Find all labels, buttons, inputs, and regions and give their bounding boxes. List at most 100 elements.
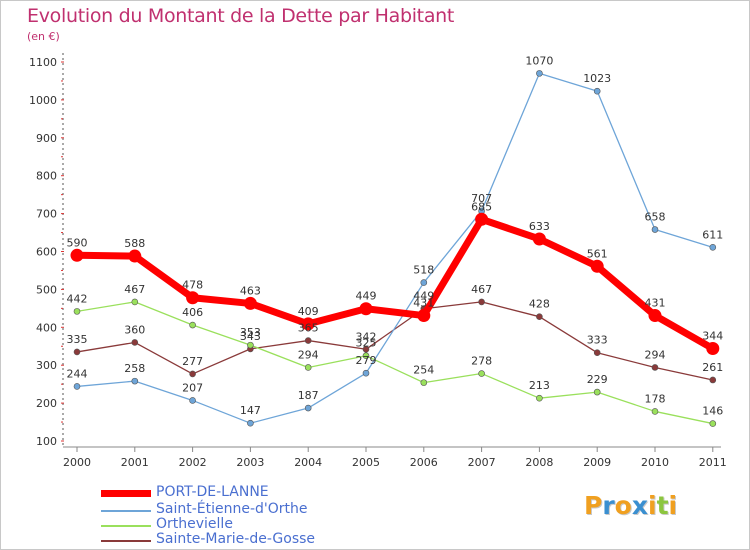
y-tick-label: 300 <box>36 359 57 372</box>
data-label: 294 <box>645 348 666 361</box>
data-label: 561 <box>587 247 608 260</box>
data-label: 1023 <box>583 72 611 85</box>
data-point <box>359 302 373 316</box>
data-point <box>420 379 428 386</box>
y-tick-label: 1000 <box>29 94 57 107</box>
chart-unit-label: (en €) <box>27 30 60 43</box>
legend-label-port-de-lanne: PORT-DE-LANNE <box>156 484 269 500</box>
logo-letter: i <box>668 491 678 520</box>
x-tick-label: 2009 <box>583 456 611 469</box>
data-point <box>593 349 601 356</box>
data-label: 353 <box>240 326 261 339</box>
data-point <box>73 348 81 356</box>
data-label: 213 <box>529 379 550 392</box>
data-point <box>304 404 312 412</box>
data-point <box>304 364 312 371</box>
data-point <box>532 232 546 246</box>
data-point <box>420 279 428 286</box>
y-tick-label: 800 <box>36 170 57 183</box>
data-label: 658 <box>645 211 666 224</box>
data-label: 518 <box>413 264 434 277</box>
series-line-saint-etienne-d-orthe <box>76 72 714 424</box>
data-label: 449 <box>356 290 377 303</box>
data-point <box>593 388 601 396</box>
data-point <box>536 70 543 77</box>
legend-item-sainte-marie-de-gosse: Sainte-Marie-de-Gosse <box>101 531 401 548</box>
data-point <box>189 370 196 378</box>
data-label: 1070 <box>525 54 553 67</box>
data-point <box>247 419 254 427</box>
data-label: 431 <box>645 297 666 310</box>
data-label: 428 <box>529 298 550 311</box>
y-tick-label: 700 <box>36 208 57 221</box>
data-label: 611 <box>702 228 723 241</box>
data-point <box>651 226 659 233</box>
series-port-de-lanne <box>70 212 720 356</box>
data-label: 178 <box>645 392 666 405</box>
x-tick-label: 2004 <box>294 456 322 469</box>
x-tick-label: 2010 <box>641 456 669 469</box>
data-label: 146 <box>702 405 723 418</box>
logo-letter: x <box>631 491 648 520</box>
chart-axes: 100 200 300 400 500 600 700 800 900 1000 1100 2000 2… <box>29 53 727 469</box>
x-tick-label: 2008 <box>525 456 553 469</box>
data-label: 333 <box>587 334 608 347</box>
data-point <box>417 309 431 323</box>
data-point <box>186 291 200 305</box>
data-label: 442 <box>67 292 88 305</box>
data-label: 590 <box>67 236 88 249</box>
data-label: 229 <box>587 373 608 386</box>
legend-item-orthevielle: Orthevielle <box>101 516 401 533</box>
logo-letter: i <box>648 491 657 520</box>
data-point <box>475 212 489 226</box>
data-label: 478 <box>182 279 203 292</box>
data-label: 294 <box>298 348 319 361</box>
data-label: 261 <box>702 361 723 374</box>
data-label: 244 <box>67 367 88 380</box>
logo-letter: o <box>614 491 632 520</box>
data-point <box>131 298 139 306</box>
data-label: 449 <box>413 290 434 303</box>
data-label: 344 <box>702 330 723 343</box>
data-label: 207 <box>182 381 203 394</box>
data-point <box>189 397 196 404</box>
x-tick-label: 2002 <box>179 456 207 469</box>
data-label: 406 <box>182 306 203 319</box>
y-tick-label: 500 <box>36 283 57 296</box>
data-point <box>651 364 659 371</box>
legend-swatch-port-de-lanne <box>101 490 151 497</box>
x-tick-label: 2007 <box>468 456 496 469</box>
data-label: 278 <box>471 355 492 368</box>
logo-letter: P <box>584 491 603 520</box>
x-tick-label: 2006 <box>410 456 438 469</box>
x-tick-label: 2005 <box>352 456 380 469</box>
data-label: 707 <box>471 192 492 205</box>
y-tick-label: 1100 <box>29 56 57 69</box>
data-label: 258 <box>124 362 145 375</box>
series-saint-etienne-d-orthe <box>73 70 717 427</box>
data-point <box>709 376 717 384</box>
y-tick-label: 100 <box>36 435 57 448</box>
legend-label-sainte-marie-de-gosse: Sainte-Marie-de-Gosse <box>156 531 316 547</box>
x-tick-label: 2011 <box>699 456 727 469</box>
data-point <box>706 342 720 356</box>
data-label: 685 <box>471 200 492 213</box>
data-label: 467 <box>471 283 492 296</box>
y-tick-label: 200 <box>36 397 57 410</box>
data-label: 409 <box>298 305 319 318</box>
data-label: 467 <box>124 283 145 296</box>
data-label: 463 <box>240 284 261 297</box>
data-label: 343 <box>240 330 261 343</box>
y-tick-label: 400 <box>36 321 57 334</box>
data-point <box>362 369 370 377</box>
y-tick-label: 600 <box>36 246 57 259</box>
data-point <box>651 408 659 415</box>
data-point <box>478 298 485 306</box>
legend-swatch-orthevielle <box>101 525 151 527</box>
series-line-orthevielle <box>76 301 714 425</box>
data-point <box>247 341 254 349</box>
data-point <box>131 377 139 385</box>
